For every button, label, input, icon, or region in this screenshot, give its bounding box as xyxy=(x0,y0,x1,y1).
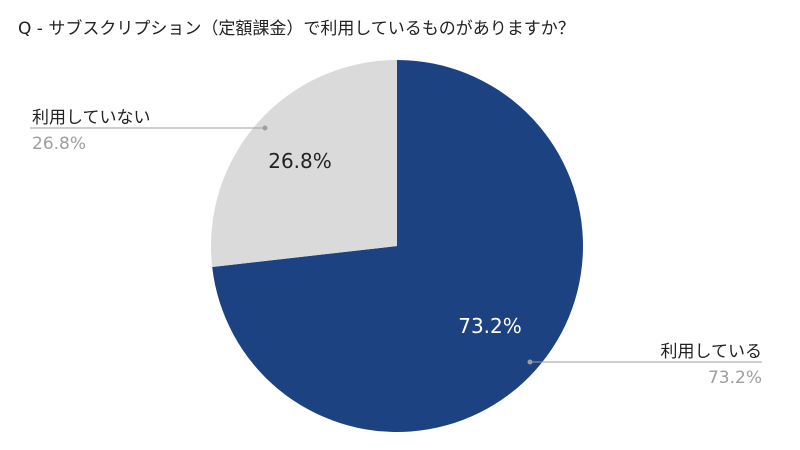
pie-slices xyxy=(211,60,584,432)
leader-lines: 利用している 73.2% 利用していない 26.8% xyxy=(30,108,762,388)
leader-dot xyxy=(527,359,533,365)
slice-percent-label: 73.2% xyxy=(458,314,522,338)
chart-title: Q - サブスクリプション（定額課金）で利用しているものがありますか？ xyxy=(18,18,575,39)
leader-percent-label: 26.8% xyxy=(32,134,86,154)
slice-percent-label: 26.8% xyxy=(268,149,332,173)
leader-dot xyxy=(262,125,268,131)
leader-percent-label: 73.2% xyxy=(708,368,762,388)
pie-slice-labels: 73.2% 26.8% xyxy=(268,149,522,338)
pie-slice-not-using xyxy=(211,60,397,267)
leader-category-label: 利用している xyxy=(661,342,763,362)
leader-category-label: 利用していない xyxy=(32,108,151,128)
pie-slice-using xyxy=(212,60,584,432)
